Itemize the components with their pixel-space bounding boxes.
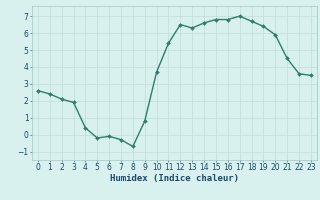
- X-axis label: Humidex (Indice chaleur): Humidex (Indice chaleur): [110, 174, 239, 183]
